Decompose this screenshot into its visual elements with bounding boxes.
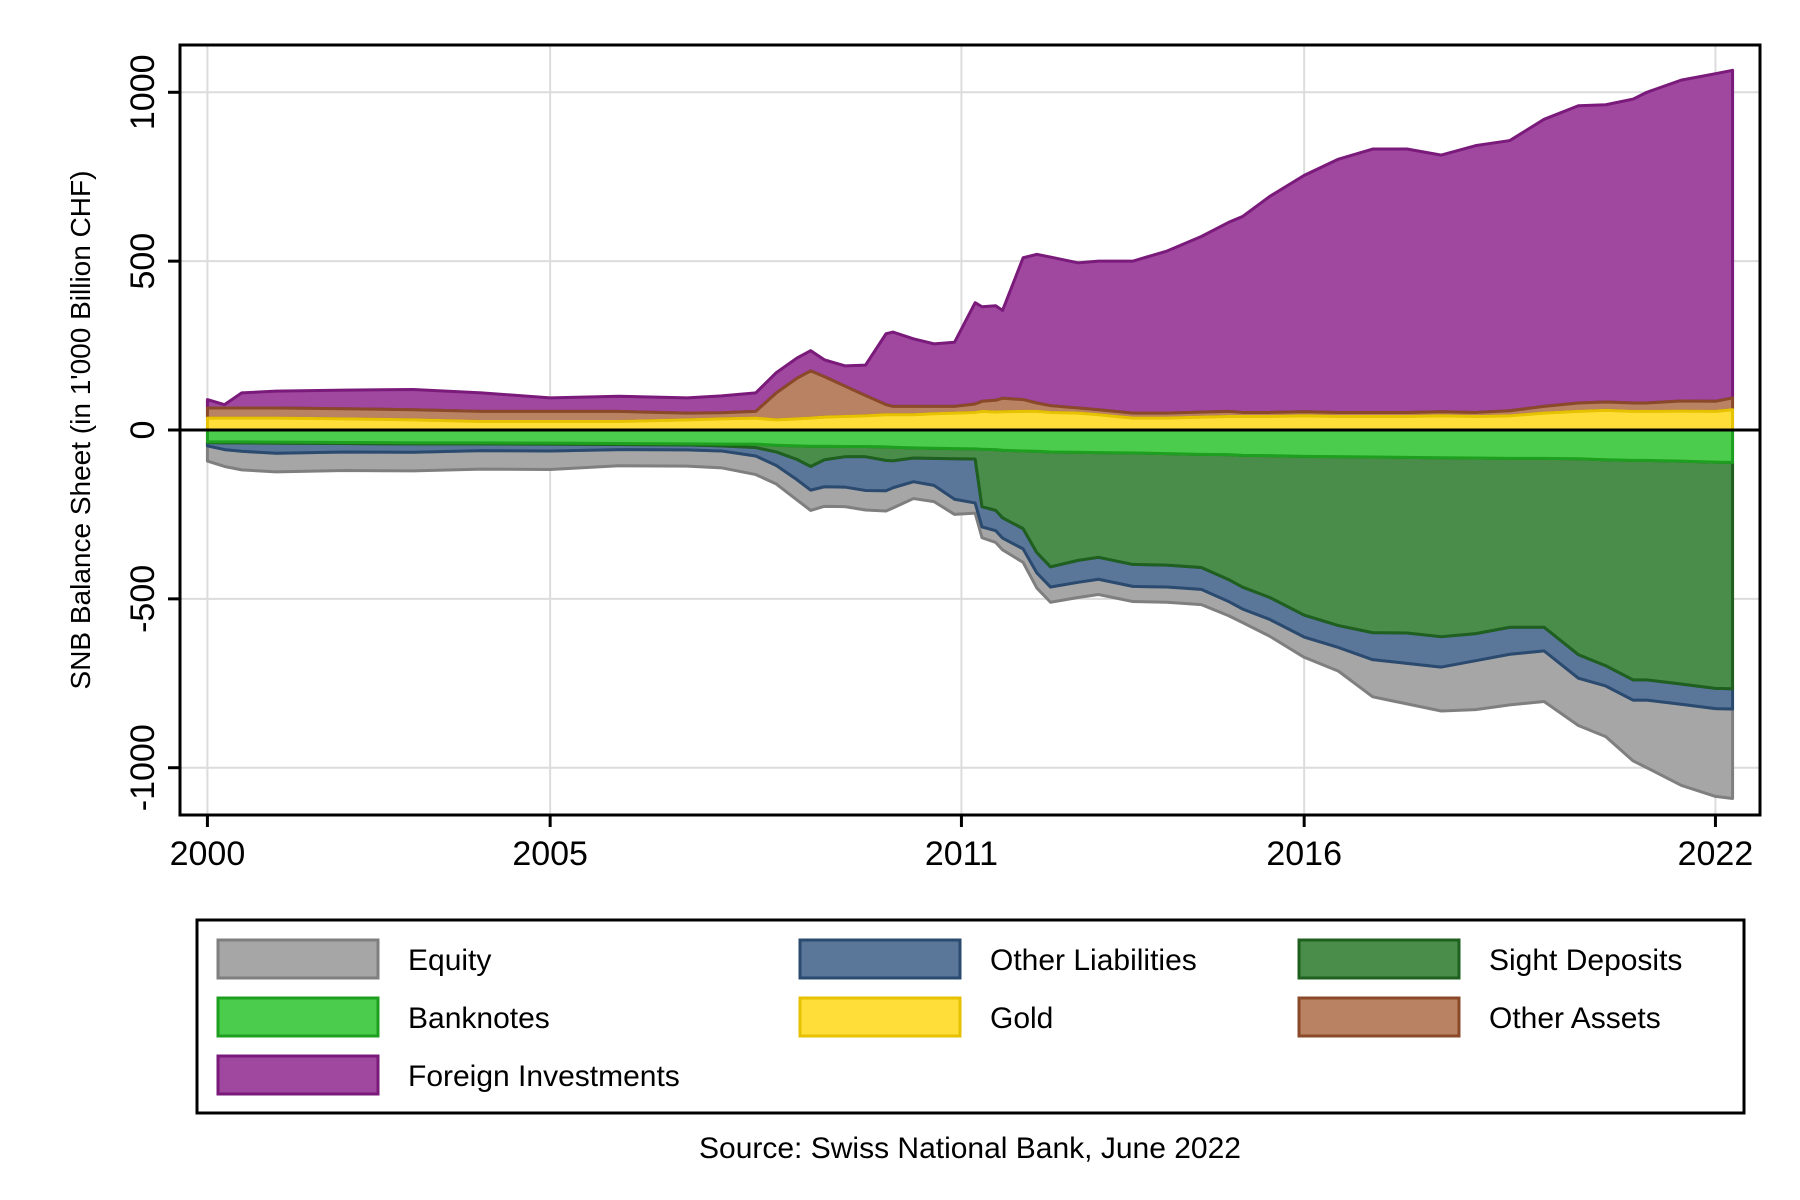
legend-label-gold: Gold bbox=[990, 1002, 1053, 1035]
legend-swatch-other-liabilities bbox=[798, 938, 962, 980]
legend-swatch-foreign-investments bbox=[216, 1054, 380, 1096]
y-tick-label: 0 bbox=[124, 421, 162, 440]
legend-label-sight-deposits: Sight Deposits bbox=[1489, 944, 1682, 977]
legend-label-foreign-investments: Foreign Investments bbox=[408, 1060, 680, 1093]
legend-label-other-liabilities: Other Liabilities bbox=[990, 944, 1197, 977]
x-tick-label: 2011 bbox=[925, 835, 998, 873]
legend-swatch-sight-deposits bbox=[1297, 938, 1461, 980]
legend-box bbox=[195, 918, 1746, 1115]
stacked-areas bbox=[205, 68, 1735, 800]
legend-swatch-equity bbox=[216, 938, 380, 980]
axes: 2000 2005 2011 2016 2022 -1000 -500 0 500 1000 bbox=[124, 54, 1753, 873]
x-tick-label: 2005 bbox=[512, 835, 588, 873]
legend-swatch-banknotes bbox=[216, 996, 380, 1038]
legend-label-banknotes: Banknotes bbox=[408, 1002, 550, 1035]
legend: Equity Other Liabilities Sight Deposits Ban… bbox=[195, 918, 1746, 1115]
y-tick-label: -500 bbox=[124, 565, 162, 633]
legend-swatch-other-assets bbox=[1297, 996, 1461, 1038]
x-tick-label: 2000 bbox=[170, 835, 246, 873]
y-tick-label: 500 bbox=[124, 233, 162, 290]
legend-swatch-gold bbox=[798, 996, 962, 1038]
x-tick-label: 2022 bbox=[1678, 835, 1754, 873]
y-axis-title: SNB Balance Sheet (in 1'000 Billion CHF) bbox=[65, 171, 96, 690]
y-tick-label: -1000 bbox=[124, 724, 162, 811]
area-foreign-investments bbox=[205, 68, 1735, 415]
y-tick-label: 1000 bbox=[124, 54, 162, 130]
legend-label-other-assets: Other Assets bbox=[1489, 1002, 1661, 1035]
x-tick-label: 2016 bbox=[1266, 835, 1342, 873]
legend-label-equity: Equity bbox=[408, 944, 491, 977]
source-note: Source: Swiss National Bank, June 2022 bbox=[699, 1132, 1241, 1165]
